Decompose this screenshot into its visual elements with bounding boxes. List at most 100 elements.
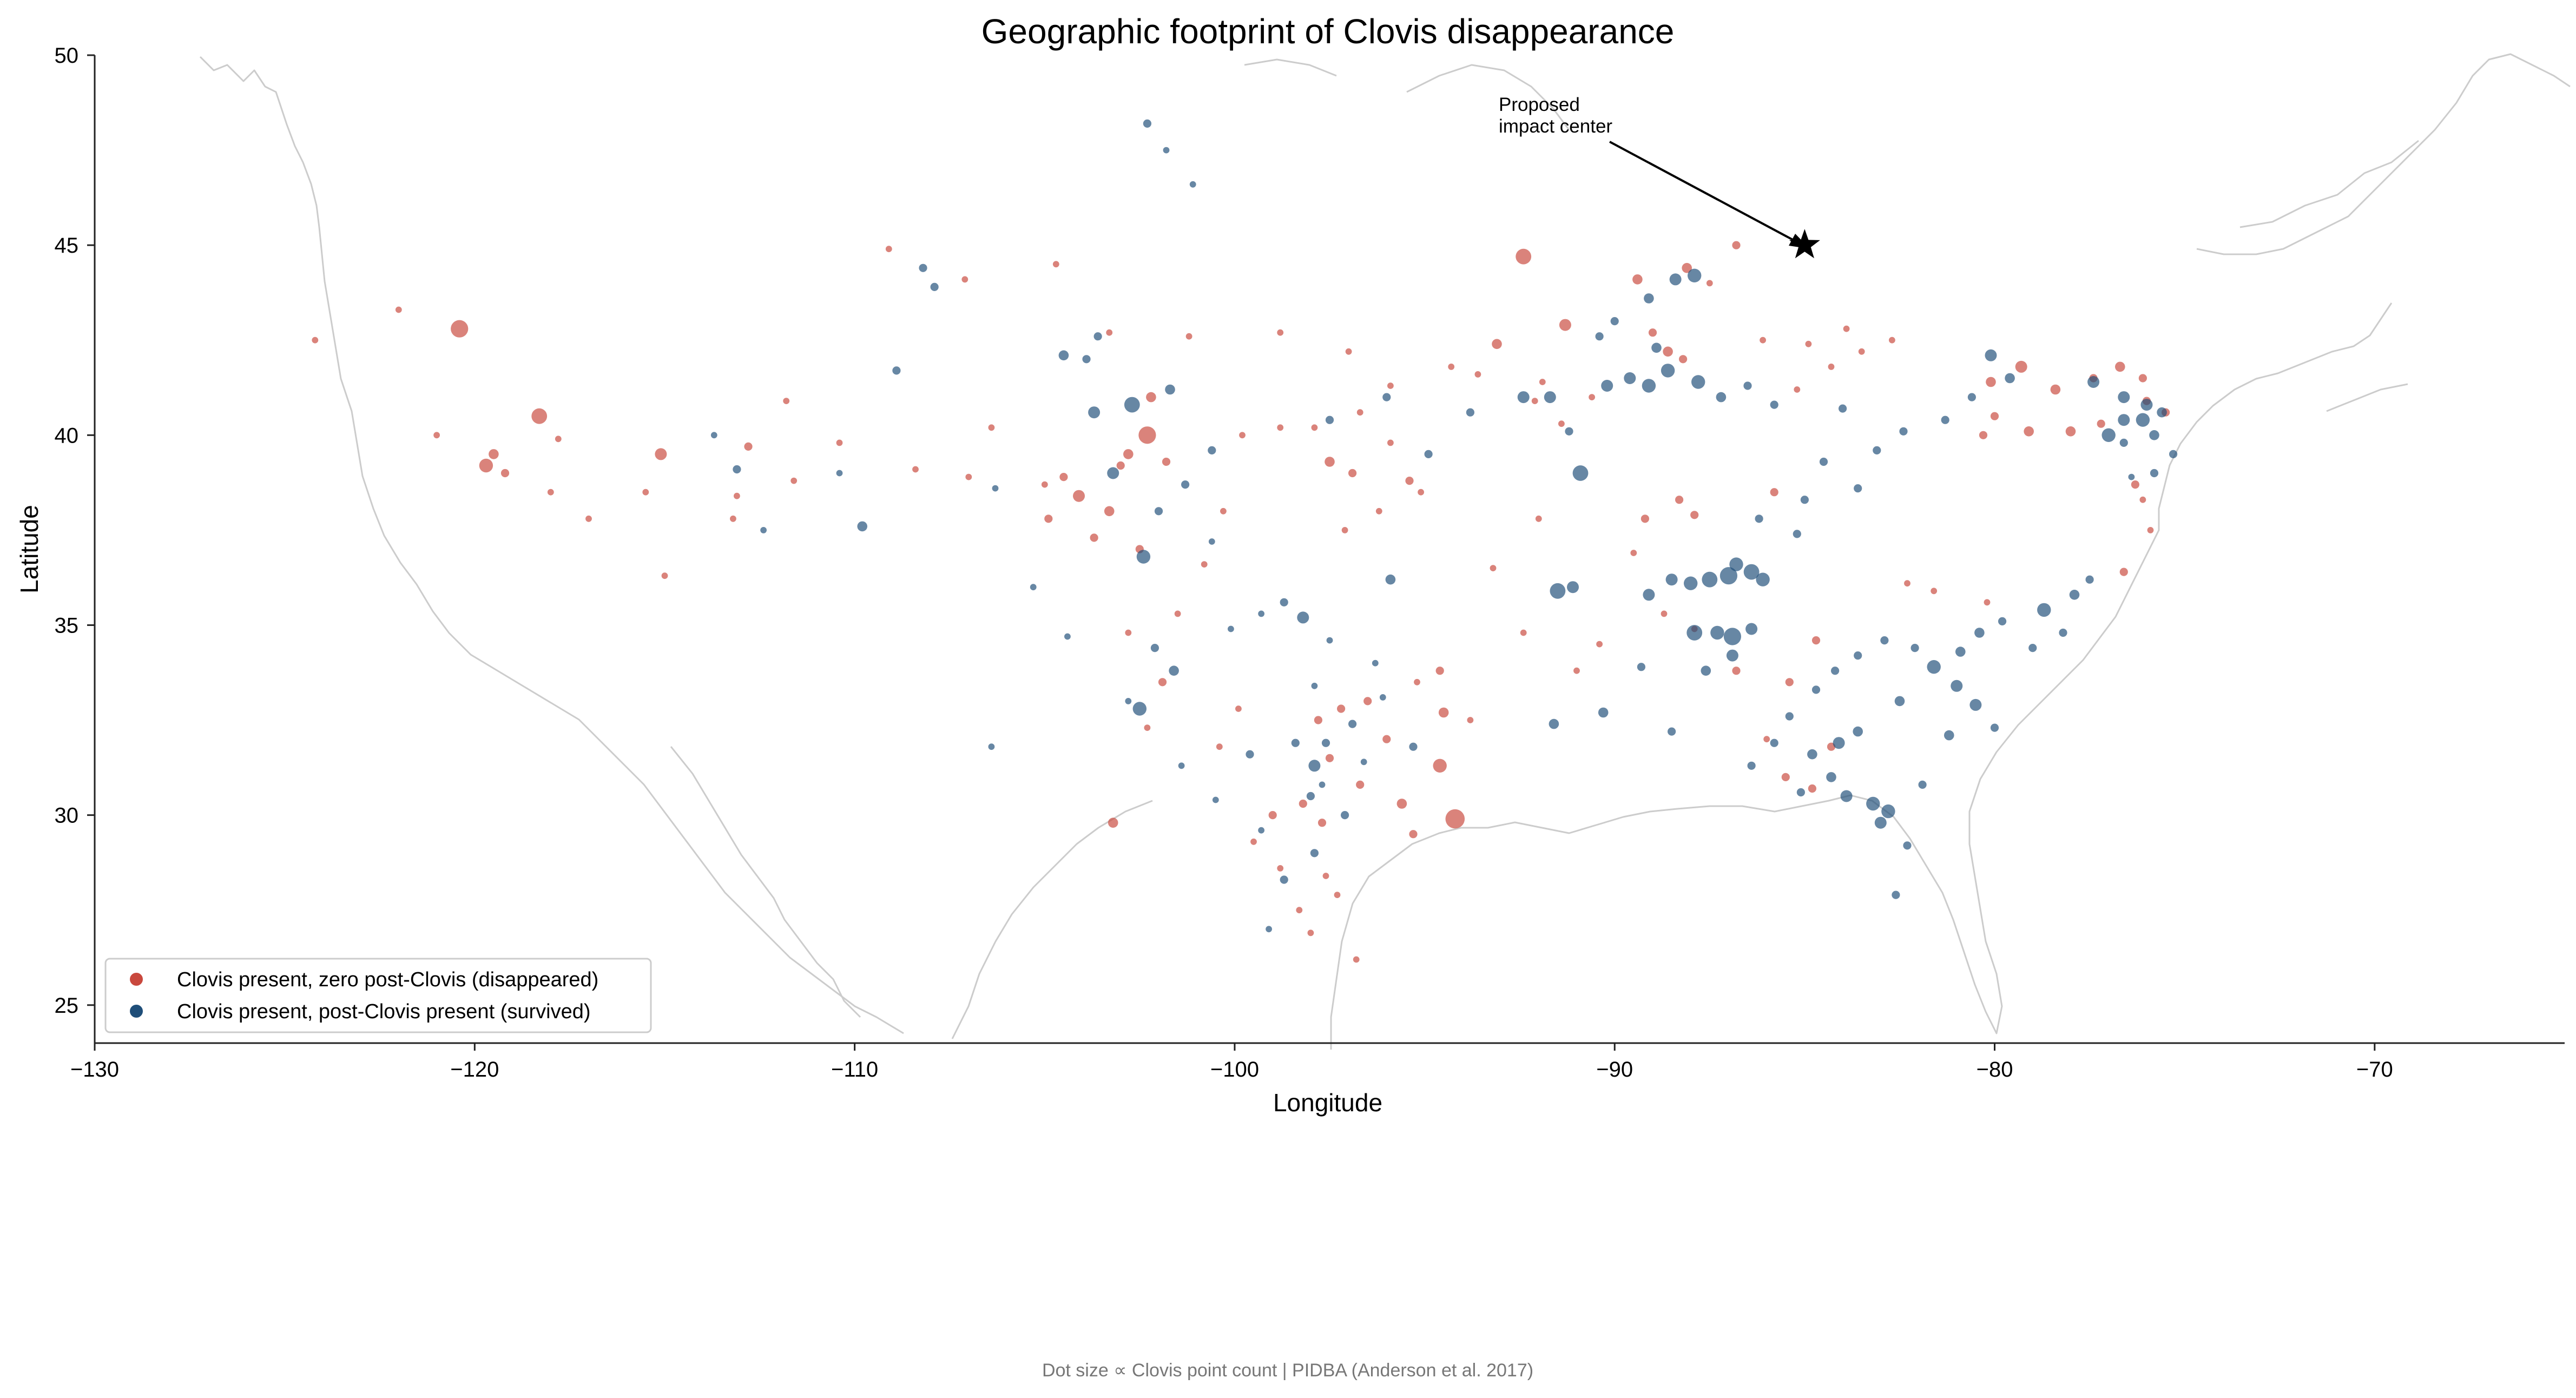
- data-point-disappeared: [1090, 533, 1098, 542]
- data-point-survived: [1517, 391, 1530, 404]
- data-point-disappeared: [1589, 394, 1596, 400]
- data-point-survived: [1951, 680, 1963, 692]
- data-point-survived: [1169, 665, 1179, 676]
- data-point-survived: [2085, 575, 2094, 584]
- data-point-disappeared: [1732, 667, 1741, 675]
- x-tick-label: −90: [1596, 1058, 1633, 1082]
- data-point-survived: [1910, 644, 1919, 652]
- data-point-survived: [1880, 636, 1889, 645]
- data-point-disappeared: [1052, 261, 1059, 268]
- data-point-survived: [1565, 427, 1573, 436]
- data-point-survived: [1212, 796, 1219, 803]
- data-point-survived: [1702, 571, 1718, 588]
- data-point-disappeared: [2119, 568, 2128, 576]
- data-point-disappeared: [1843, 325, 1850, 332]
- data-point-disappeared: [312, 337, 319, 344]
- data-point-disappeared: [1268, 811, 1277, 820]
- data-point-disappeared: [1675, 496, 1684, 504]
- data-point-disappeared: [1277, 329, 1284, 336]
- data-point-survived: [1150, 644, 1159, 652]
- data-point-survived: [1107, 467, 1119, 479]
- data-point-disappeared: [1516, 248, 1532, 265]
- data-point-disappeared: [1341, 527, 1348, 533]
- data-point-disappeared: [1414, 678, 1420, 685]
- data-point-survived: [988, 743, 995, 750]
- data-point-survived: [1998, 617, 2007, 625]
- data-point-disappeared: [1144, 724, 1151, 731]
- data-point-disappeared: [1123, 449, 1134, 459]
- data-point-survived: [1892, 891, 1900, 899]
- data-point-disappeared: [1805, 340, 1812, 347]
- data-point-disappeared: [1162, 457, 1171, 466]
- data-point-disappeared: [744, 442, 753, 451]
- data-point-disappeared: [1158, 678, 1167, 687]
- data-point-survived: [1360, 759, 1367, 766]
- data-point-disappeared: [1679, 355, 1688, 364]
- y-tick-label: 45: [55, 234, 79, 258]
- data-point-disappeared: [1435, 667, 1444, 675]
- data-point-disappeared: [1732, 241, 1741, 249]
- data-point-disappeared: [2097, 419, 2105, 428]
- data-point-survived: [1124, 397, 1140, 413]
- data-point-survived: [1853, 726, 1863, 737]
- data-point-disappeared: [451, 320, 469, 338]
- legend-label-disappeared: Clovis present, zero post-Clovis (disapp…: [177, 968, 598, 991]
- data-point-survived: [1208, 446, 1216, 455]
- impact-annotation: Proposed impact center: [1499, 94, 1820, 259]
- data-point-survived: [1163, 147, 1170, 154]
- x-tick-label: −80: [1977, 1058, 2013, 1082]
- data-point-disappeared: [661, 572, 668, 579]
- data-point-disappeared: [1828, 364, 1835, 370]
- x-tick-label: −130: [70, 1058, 119, 1082]
- data-point-disappeared: [1986, 377, 1996, 387]
- data-point-survived: [992, 485, 999, 492]
- data-point-survived: [1743, 564, 1760, 580]
- data-point-disappeared: [1185, 333, 1193, 340]
- data-point-disappeared: [1334, 892, 1341, 898]
- data-point-survived: [930, 282, 939, 292]
- data-point-survived: [1280, 875, 1288, 884]
- data-point-survived: [1125, 698, 1132, 704]
- data-point-survived: [1796, 788, 1805, 797]
- data-point-survived: [1319, 781, 1326, 788]
- data-point-survived: [2037, 603, 2051, 617]
- data-point-survived: [836, 470, 843, 477]
- legend-marker-disappeared: [130, 973, 143, 986]
- data-point-survived: [1601, 380, 1613, 392]
- data-point-disappeared: [1984, 599, 1991, 606]
- data-point-disappeared: [1811, 636, 1821, 645]
- y-tick: 40: [55, 424, 95, 447]
- data-point-survived: [1800, 496, 1809, 504]
- data-point-survived: [857, 521, 867, 532]
- data-point-disappeared: [1363, 697, 1372, 705]
- data-point-survived: [1082, 355, 1091, 364]
- data-point-disappeared: [1990, 412, 1999, 420]
- coastline-map: [199, 53, 2571, 1050]
- y-tick-label: 50: [55, 44, 79, 68]
- legend-label-survived: Clovis present, post-Clovis present (sur…: [177, 1000, 591, 1023]
- data-point-disappeared: [1106, 329, 1113, 336]
- data-point-survived: [1668, 727, 1676, 736]
- data-point-disappeared: [1690, 511, 1699, 519]
- data-point-survived: [733, 465, 741, 474]
- data-point-disappeared: [1808, 784, 1816, 793]
- data-point-disappeared: [2050, 384, 2061, 395]
- data-point-survived: [1716, 392, 1727, 403]
- data-point-disappeared: [585, 515, 592, 522]
- data-point-disappeared: [885, 246, 892, 253]
- data-point-disappeared: [547, 489, 554, 496]
- data-point-disappeared: [1307, 929, 1314, 937]
- data-point-disappeared: [479, 458, 493, 473]
- data-point-survived: [1372, 660, 1379, 667]
- data-point-disappeared: [1770, 488, 1778, 497]
- data-point-survived: [2169, 450, 2178, 459]
- x-tick-label: −70: [2356, 1058, 2393, 1082]
- data-point-survived: [1967, 393, 1976, 401]
- axes: [94, 55, 2565, 1044]
- data-point-survived: [1894, 696, 1905, 707]
- data-point-disappeared: [1345, 348, 1352, 355]
- data-point-survived: [1726, 649, 1738, 662]
- y-tick: 25: [55, 994, 95, 1018]
- data-point-survived: [1310, 849, 1319, 858]
- data-point-survived: [1793, 530, 1801, 538]
